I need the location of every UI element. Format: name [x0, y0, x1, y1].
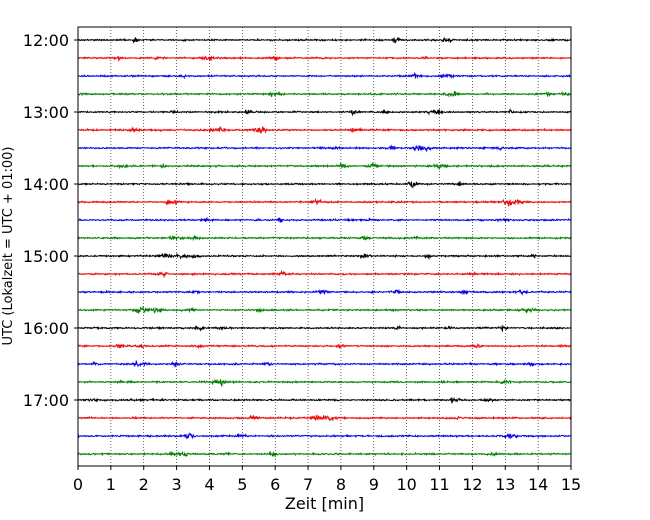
trace-13:45 — [77, 161, 572, 171]
y-tick-label-17:00: 17:00 — [23, 391, 69, 410]
plot-frame — [77, 26, 572, 467]
y-tick-label-13:00: 13:00 — [23, 103, 69, 122]
x-tick-label-15: 15 — [561, 475, 581, 494]
trace-15:45 — [77, 305, 572, 315]
trace-16:00 — [77, 324, 572, 332]
trace-14:15 — [77, 197, 572, 207]
trace-17:00 — [77, 396, 572, 404]
x-tick-label-3: 3 — [172, 475, 182, 494]
y-tick-label-14:00: 14:00 — [23, 175, 69, 194]
x-tick-label-13: 13 — [495, 475, 515, 494]
trace-13:00 — [77, 107, 572, 117]
trace-14:00 — [77, 181, 572, 189]
x-tick-label-12: 12 — [462, 475, 482, 494]
trace-13:30 — [77, 144, 572, 153]
x-tick-label-8: 8 — [336, 475, 346, 494]
x-axis-ticks: 0 1 2 3 4 5 6 7 8 9 10 11 12 13 14 15 — [73, 466, 581, 494]
x-axis-label: Zeit [min] — [285, 494, 364, 513]
trace-15:15 — [77, 269, 572, 279]
trace-16:15 — [77, 343, 572, 350]
y-tick-label-15:00: 15:00 — [23, 247, 69, 266]
trace-15:00 — [77, 252, 572, 261]
y-axis-label: UTC (Lokalzeit = UTC + 01:00) — [1, 147, 16, 346]
trace-17:45 — [77, 450, 572, 458]
trace-12:45 — [77, 90, 572, 98]
x-tick-label-5: 5 — [237, 475, 247, 494]
x-tick-label-11: 11 — [429, 475, 449, 494]
seismic-traces — [77, 36, 572, 458]
x-tick-label-6: 6 — [270, 475, 280, 494]
x-tick-label-1: 1 — [106, 475, 116, 494]
trace-13:15 — [77, 125, 572, 134]
x-tick-label-4: 4 — [204, 475, 214, 494]
trace-16:30 — [77, 360, 572, 368]
trace-15:30 — [77, 288, 572, 297]
trace-14:30 — [77, 216, 572, 223]
trace-17:30 — [77, 432, 572, 440]
y-axis-ticks: 12:00 13:00 14:00 15:00 16:00 17:00 — [23, 31, 78, 410]
y-tick-label-12:00: 12:00 — [23, 31, 69, 50]
y-tick-label-16:00: 16:00 — [23, 319, 69, 338]
x-tick-label-7: 7 — [303, 475, 313, 494]
x-tick-label-14: 14 — [528, 475, 548, 494]
trace-12:30 — [77, 71, 572, 80]
trace-14:45 — [77, 234, 572, 242]
trace-12:15 — [77, 55, 572, 62]
trace-12:00 — [77, 36, 572, 44]
trace-16:45 — [77, 378, 572, 387]
x-tick-label-9: 9 — [369, 475, 379, 494]
x-tick-label-2: 2 — [139, 475, 149, 494]
trace-17:15 — [77, 414, 572, 422]
x-tick-label-0: 0 — [73, 475, 83, 494]
x-tick-label-10: 10 — [396, 475, 416, 494]
vertical-gridlines — [110, 27, 539, 466]
